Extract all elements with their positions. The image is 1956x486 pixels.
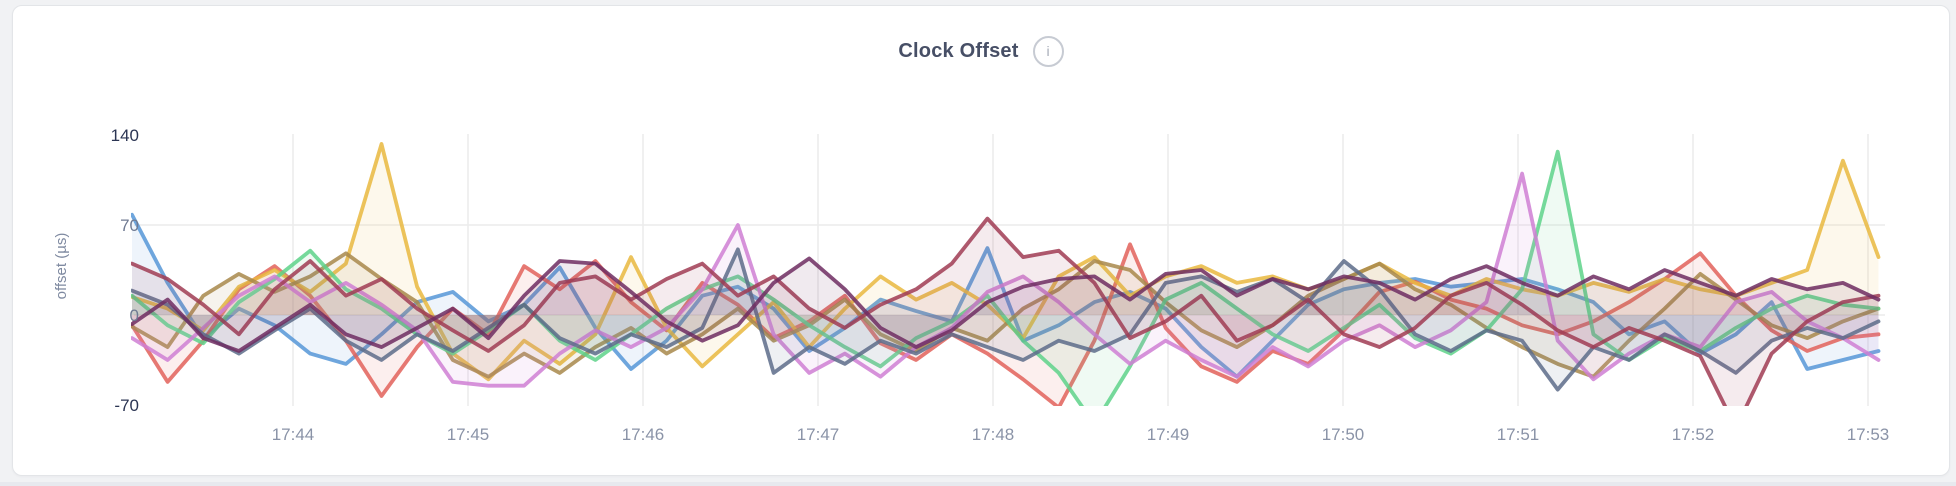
y-tick-label: -70 [114,396,139,415]
x-tick-label: 17:46 [622,425,665,444]
x-tick-label: 17:44 [272,425,315,444]
y-axis-label: offset (µs) [53,233,70,300]
series-line-plum [131,256,1881,353]
next-section-edge [0,482,1956,486]
clock-offset-chart[interactable]: 140 70 0 -70 17:44 17:45 17:46 17:47 17:48 17:49 1… [13,6,1949,475]
series-line-maroon [131,216,1881,406]
x-tick-label: 17:53 [1847,425,1890,444]
chart-card: Clock Offset i 140 70 0 -70 17:44 17:45 17:46 1… [12,5,1950,476]
series-area-slate [132,249,1879,390]
series-area-maroon [132,218,1879,406]
x-tick-label: 17:52 [1672,425,1715,444]
series-area-yellow [132,144,1879,380]
x-tick-label: 17:49 [1147,425,1190,444]
y-tick-label: 70 [120,216,139,235]
series-group [131,142,1881,406]
x-tick-label: 17:50 [1322,425,1365,444]
chart-header: Clock Offset i [13,34,1949,68]
x-tick-label: 17:51 [1497,425,1540,444]
x-tick-label: 17:48 [972,425,1015,444]
series-line-yellow [131,142,1881,382]
info-icon-glyph: i [1046,43,1050,59]
y-tick-label: 140 [111,126,139,145]
chart-title: Clock Offset [898,39,1019,62]
y-tick-label: 0 [130,306,139,325]
x-tick-label: 17:47 [797,425,840,444]
info-icon[interactable]: i [1032,35,1064,67]
series-line-slate [131,247,1881,392]
series-area-plum [132,258,1879,351]
x-tick-label: 17:45 [447,425,490,444]
